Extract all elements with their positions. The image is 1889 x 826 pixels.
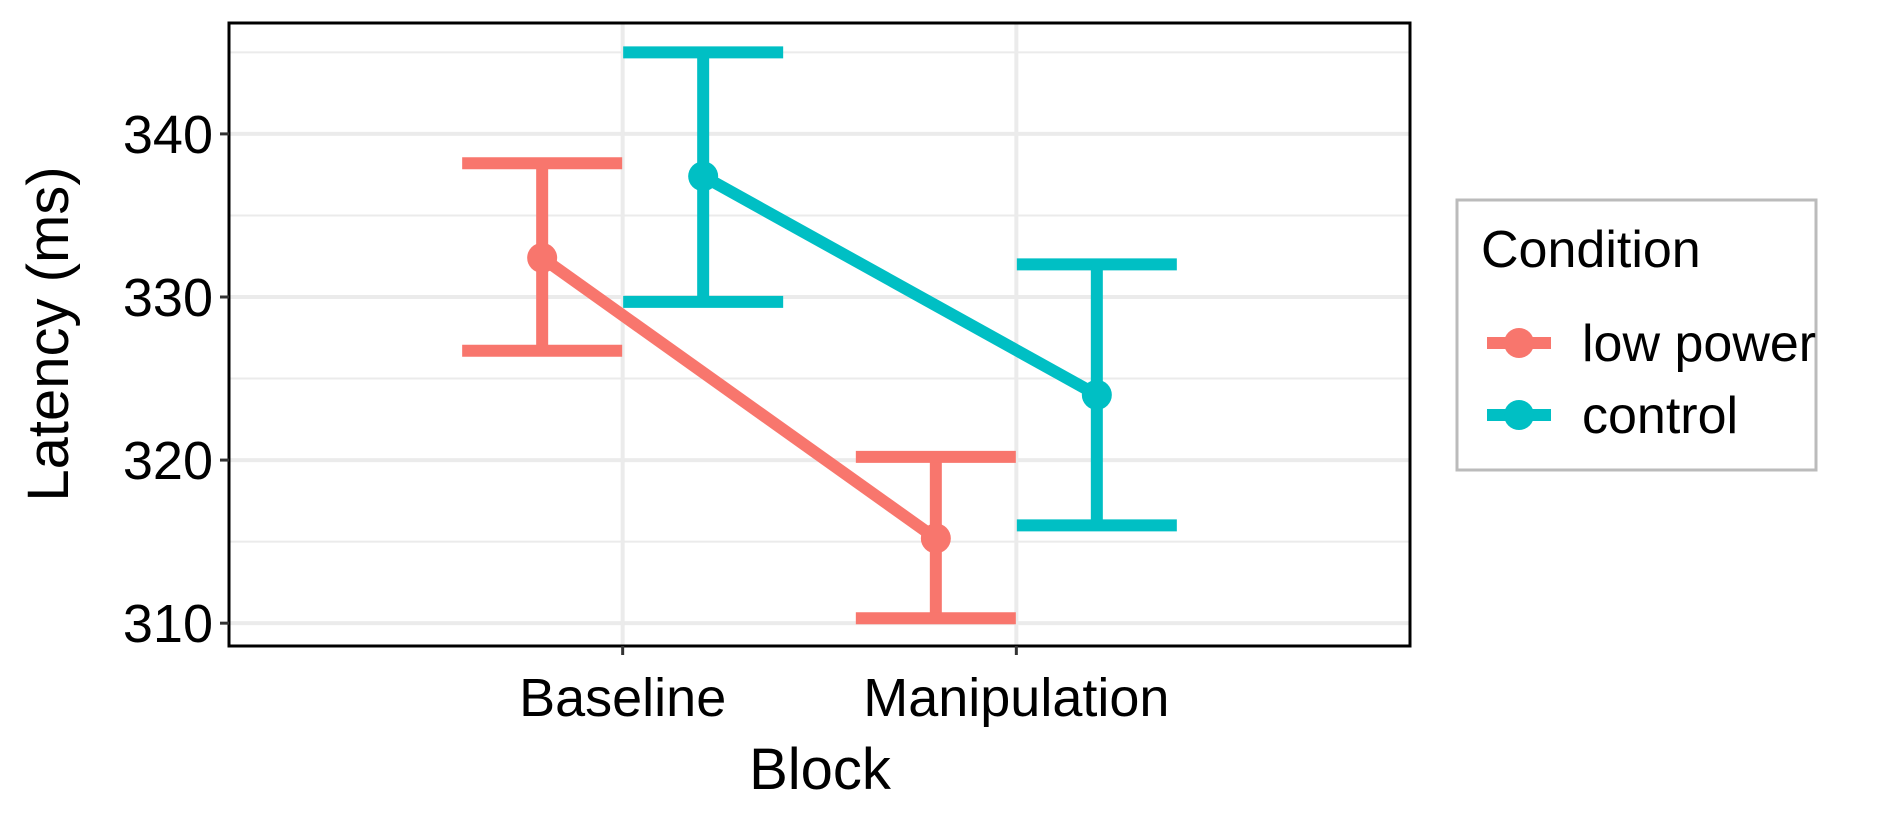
legend-key-point	[1504, 400, 1534, 430]
y-tick-label: 310	[123, 594, 213, 654]
legend-title: Condition	[1481, 221, 1701, 279]
x-tick-label: Manipulation	[863, 668, 1169, 728]
legend-key-point	[1504, 328, 1534, 358]
series-line	[538, 252, 940, 544]
legend: Condition low power control	[1455, 198, 1818, 472]
legend-label: control	[1582, 387, 1738, 445]
y-tick-label: 330	[123, 268, 213, 328]
data-point	[527, 242, 558, 273]
series-line	[700, 171, 1100, 401]
x-axis: Baseline Manipulation	[519, 646, 1169, 728]
series-low-power	[462, 157, 1016, 625]
y-axis: 310 320 330 340	[123, 105, 229, 654]
y-tick-label: 340	[123, 105, 213, 165]
series-control	[623, 46, 1177, 532]
panel-border	[227, 21, 1412, 648]
grid-minor	[229, 51, 1410, 543]
x-tick-label: Baseline	[519, 668, 726, 728]
data-point	[1081, 379, 1112, 410]
y-tick-label: 320	[123, 431, 213, 491]
panel-background	[229, 23, 1410, 646]
data-point	[920, 523, 951, 554]
series-layer	[462, 46, 1177, 625]
legend-label: low power	[1582, 315, 1816, 373]
legend-item-control: control	[1487, 387, 1738, 445]
x-axis-title: Block	[749, 737, 892, 802]
legend-items: low power control	[1487, 315, 1816, 445]
legend-item-low-power: low power	[1487, 315, 1816, 373]
data-point	[688, 161, 719, 192]
y-axis-title: Latency (ms)	[16, 166, 81, 501]
